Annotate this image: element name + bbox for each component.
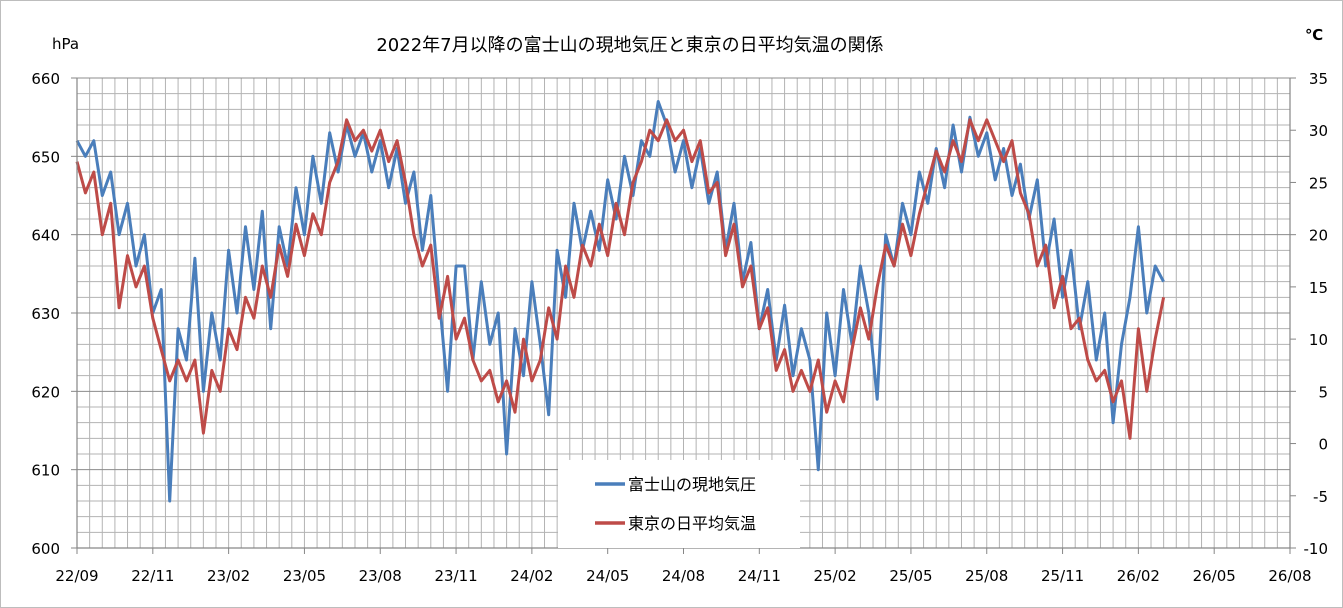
- legend-label-pressure: 富士山の現地気圧: [628, 475, 756, 494]
- y2-tick-label: 10: [1309, 331, 1328, 349]
- y-tick-label: 630: [31, 305, 60, 323]
- y2-tick-label: 15: [1309, 279, 1328, 297]
- y-axis-label: hPa: [52, 35, 79, 53]
- y2-tick-label: 0: [1318, 436, 1328, 454]
- x-tick-label: 26/08: [1268, 567, 1311, 585]
- x-tick-label: 26/05: [1193, 567, 1236, 585]
- y2-axis-label: ℃: [1305, 26, 1323, 44]
- y-tick-label: 650: [31, 148, 60, 166]
- x-tick-label: 22/09: [55, 567, 98, 585]
- x-tick-label: 24/08: [662, 567, 705, 585]
- x-tick-label: 25/05: [889, 567, 932, 585]
- x-tick-label: 25/02: [814, 567, 857, 585]
- legend: 富士山の現地気圧 東京の日平均気温: [558, 460, 800, 548]
- x-tick-label: 25/11: [1041, 567, 1084, 585]
- legend-label-temperature: 東京の日平均気温: [628, 514, 756, 533]
- x-tick-label: 23/11: [434, 567, 477, 585]
- series-line-pressure: [75, 100, 1165, 503]
- x-tick-label: 24/11: [738, 567, 781, 585]
- y2-tick-label: -5: [1313, 488, 1328, 506]
- series-lines: [75, 100, 1166, 503]
- y-tick-label: 610: [31, 462, 60, 480]
- x-tick-label: 24/02: [510, 567, 553, 585]
- x-tick-label: 23/08: [359, 567, 402, 585]
- y-tick-label: 640: [31, 227, 60, 245]
- y2-tick-label: -10: [1304, 540, 1329, 558]
- chart-title: 2022年7月以降の富士山の現地気圧と東京の日平均気温の関係: [376, 35, 883, 56]
- x-tick-label: 23/02: [207, 567, 250, 585]
- y2-tick-label: 5: [1318, 383, 1328, 401]
- axes: 600 610 620 630 640 650 660 -10 -5 0 5 10 15 20 25 30 35…: [31, 70, 1328, 585]
- x-tick-label: 24/05: [586, 567, 629, 585]
- y2-tick-label: 25: [1309, 174, 1328, 192]
- series-line-temperature: [75, 118, 1166, 440]
- y-tick-label: 620: [31, 383, 60, 401]
- y2-tick-label: 30: [1309, 122, 1328, 140]
- x-tick-label: 23/05: [283, 567, 326, 585]
- legend-box: [558, 460, 800, 548]
- y2-tick-label: 35: [1309, 70, 1328, 88]
- y-tick-label: 600: [31, 540, 60, 558]
- y2-tick-label: 20: [1309, 227, 1328, 245]
- x-tick-label: 25/08: [965, 567, 1008, 585]
- x-tick-label: 26/02: [1117, 567, 1160, 585]
- y-tick-label: 660: [31, 70, 60, 88]
- x-tick-label: 22/11: [131, 567, 174, 585]
- gridlines: [77, 77, 1290, 548]
